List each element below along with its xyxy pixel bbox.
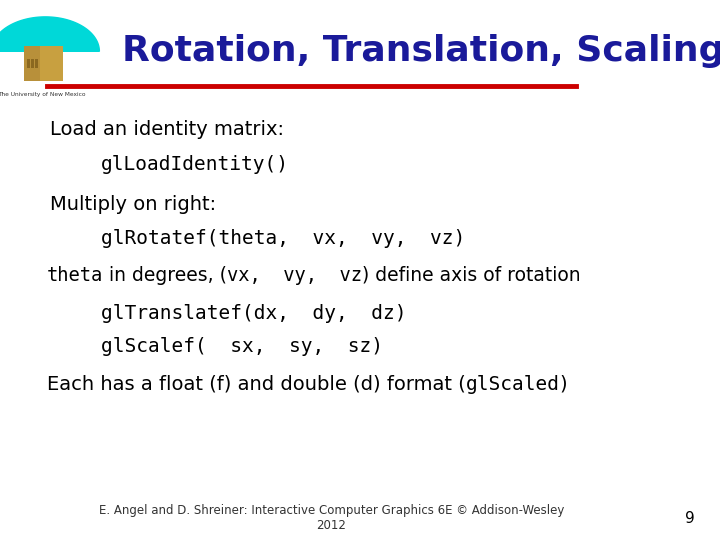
Text: glLoadIdentity(): glLoadIdentity() xyxy=(101,155,289,174)
FancyBboxPatch shape xyxy=(31,59,34,68)
Text: ) define axis of rotation: ) define axis of rotation xyxy=(362,266,580,285)
Text: glScalef(  sx,  sy,  sz): glScalef( sx, sy, sz) xyxy=(101,337,383,356)
Text: in degrees, (: in degrees, ( xyxy=(103,266,227,285)
Text: E. Angel and D. Shreiner: Interactive Computer Graphics 6E © Addison-Wesley
2012: E. Angel and D. Shreiner: Interactive Co… xyxy=(99,504,564,532)
Text: glScaled: glScaled xyxy=(466,375,559,394)
Text: vx,  vy,  vz: vx, vy, vz xyxy=(227,266,362,285)
Text: 9: 9 xyxy=(685,511,695,526)
Text: glTranslatef(dx,  dy,  dz): glTranslatef(dx, dy, dz) xyxy=(101,303,406,323)
Text: Rotation, Translation, Scaling: Rotation, Translation, Scaling xyxy=(122,35,720,68)
Text: glRotatef(theta,  vx,  vy,  vz): glRotatef(theta, vx, vy, vz) xyxy=(101,229,465,248)
Text: theta: theta xyxy=(47,266,103,285)
FancyBboxPatch shape xyxy=(24,46,63,81)
Text: Multiply on right:: Multiply on right: xyxy=(50,194,217,214)
FancyBboxPatch shape xyxy=(24,46,40,81)
Text: Each has a float (f) and double (d) format (: Each has a float (f) and double (d) form… xyxy=(47,375,466,394)
Text: The University of New Mexico: The University of New Mexico xyxy=(0,92,86,97)
FancyBboxPatch shape xyxy=(35,59,38,68)
Text: ): ) xyxy=(559,375,567,394)
FancyBboxPatch shape xyxy=(27,59,30,68)
Polygon shape xyxy=(0,17,99,51)
Text: Load an identity matrix:: Load an identity matrix: xyxy=(50,120,284,139)
